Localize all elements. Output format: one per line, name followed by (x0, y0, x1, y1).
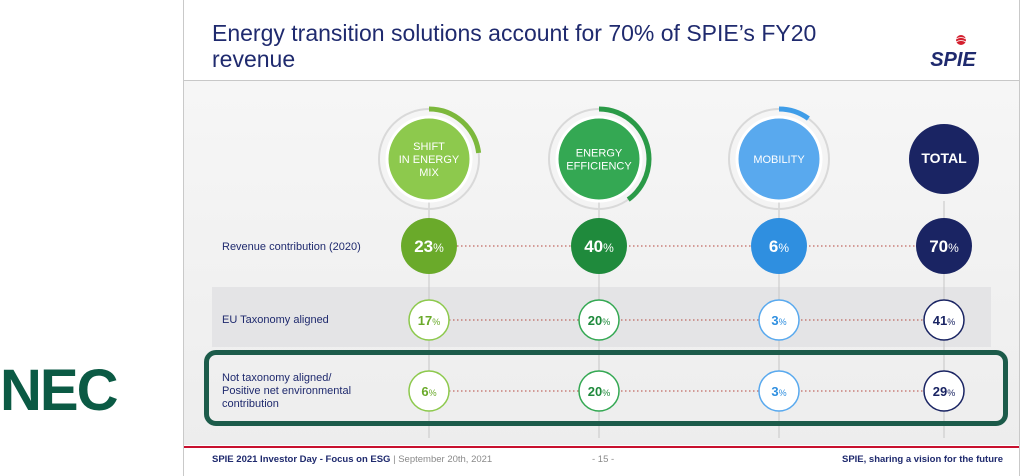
spie-logo: SPIE (930, 35, 976, 71)
row-label-eu-taxonomy: EU Taxonomy aligned (222, 314, 329, 327)
value-percent-sign: % (778, 241, 789, 255)
value-label: 3% (771, 384, 786, 399)
row-label-line: contribution (222, 398, 279, 410)
value-label: 23% (414, 237, 444, 256)
value-number: 23 (414, 237, 433, 256)
value-percent-sign: % (602, 388, 610, 398)
value-percent-sign: % (779, 317, 787, 327)
value-percent-sign: % (779, 388, 787, 398)
slide-title: Energy transition solutions account for … (212, 20, 817, 72)
footer-date: September 20th, 2021 (398, 454, 493, 465)
value-circle (578, 299, 620, 341)
value-number: 17 (418, 313, 432, 328)
title-divider (184, 80, 1019, 81)
value-number: 40 (584, 237, 603, 256)
row-label-not-taxonomy: Not taxonomy aligned/ Positive net envir… (222, 372, 351, 411)
value-percent-sign: % (432, 317, 440, 327)
header-label: EFFICIENCY (566, 161, 632, 173)
value-label: 20% (588, 313, 610, 328)
value-label: 41% (933, 313, 955, 328)
value-circle (408, 370, 450, 412)
header-label: ENERGY (576, 148, 623, 160)
row-label-revenue: Revenue contribution (2020) (222, 241, 361, 254)
value-number: 20 (588, 384, 602, 399)
value-circle (751, 218, 807, 274)
footer-tagline: SPIE, sharing a vision for the future (842, 454, 1003, 465)
header-label: MOBILITY (753, 154, 805, 166)
spie-logo-text: SPIE (930, 49, 976, 71)
header-ring-arc (546, 106, 652, 212)
row-label-line: Positive net environmental (222, 385, 352, 397)
value-label: 70% (929, 237, 959, 256)
header-label: SHIFT (413, 141, 445, 153)
value-percent-sign: % (948, 241, 959, 255)
spie-logo-globe-lines (955, 37, 967, 43)
header-label: TOTAL (921, 150, 967, 166)
value-circle (758, 299, 800, 341)
value-circle (571, 218, 627, 274)
value-percent-sign: % (433, 241, 444, 255)
value-circle (408, 299, 450, 341)
nec-logo-text: NEC (0, 358, 118, 423)
value-percent-sign: % (947, 388, 955, 398)
value-circle (916, 218, 972, 274)
row-label-line: Revenue contribution (2020) (222, 241, 361, 253)
header-circle (555, 115, 643, 203)
footer-divider (184, 446, 1019, 448)
value-number: 41 (933, 313, 947, 328)
value-circle (758, 370, 800, 412)
header-ring-arc (376, 106, 482, 212)
row-label-line: EU Taxonomy aligned (222, 314, 329, 326)
row-label-line: Not taxonomy aligned/ (222, 372, 332, 384)
value-label: 3% (771, 313, 786, 328)
nec-logo: NEC (0, 358, 120, 423)
value-label: 6% (769, 237, 789, 256)
value-number: 20 (588, 313, 602, 328)
slide: Energy transition solutions account for … (183, 0, 1020, 476)
value-number: 3 (771, 384, 778, 399)
footer-event: SPIE 2021 Investor Day - Focus on ESG | … (212, 454, 492, 465)
header-label: IN ENERGY (399, 154, 460, 166)
footer-page-number: - 15 - (592, 454, 615, 465)
header-ring-arc (726, 106, 832, 212)
header-circle (735, 115, 823, 203)
value-number: 70 (929, 237, 948, 256)
header-label: MIX (419, 167, 439, 179)
value-number: 6 (421, 384, 428, 399)
value-percent-sign: % (947, 317, 955, 327)
value-circle (923, 299, 965, 341)
value-number: 29 (933, 384, 947, 399)
value-label: 29% (933, 384, 955, 399)
header-circle (909, 124, 979, 194)
value-percent-sign: % (602, 317, 610, 327)
value-label: 17% (418, 313, 440, 328)
value-percent-sign: % (429, 388, 437, 398)
value-percent-sign: % (603, 241, 614, 255)
value-circle (923, 370, 965, 412)
highlight-box (204, 350, 1008, 426)
value-number: 6 (769, 237, 778, 256)
footer-event-name: SPIE 2021 Investor Day - Focus on ESG (212, 454, 391, 465)
value-label: 6% (421, 384, 436, 399)
value-label: 40% (584, 237, 614, 256)
value-label: 20% (588, 384, 610, 399)
header-circle (385, 115, 473, 203)
value-circle (578, 370, 620, 412)
value-circle (401, 218, 457, 274)
footer-separator: | (393, 454, 396, 465)
value-number: 3 (771, 313, 778, 328)
